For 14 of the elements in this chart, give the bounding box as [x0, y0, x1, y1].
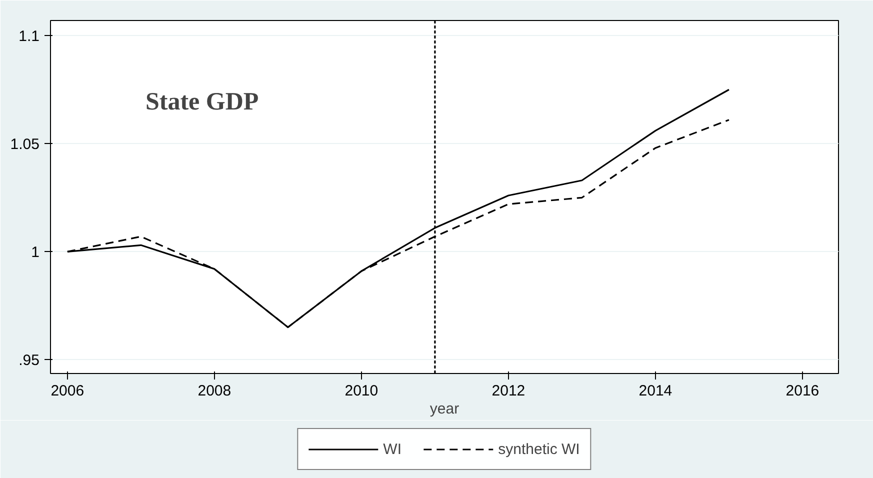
x-tick-label: 2008	[198, 382, 232, 400]
y-tick-label: 1	[31, 244, 40, 262]
annotation: State GDP	[146, 88, 259, 116]
x-tick-label: 2010	[344, 382, 378, 400]
x-tick-label: 2012	[492, 382, 526, 400]
y-tick-label: 1.05	[10, 136, 40, 154]
x-tick-label: 2014	[638, 382, 672, 400]
y-tick-label: .95	[18, 352, 40, 370]
x-tick-label: 2006	[50, 382, 84, 400]
x-axis-title: year	[430, 400, 460, 418]
legend-label: WI	[383, 440, 402, 458]
x-tick-label: 2016	[786, 382, 820, 400]
legend-label: synthetic WI	[498, 440, 580, 458]
y-tick-label: 1.1	[18, 28, 40, 46]
